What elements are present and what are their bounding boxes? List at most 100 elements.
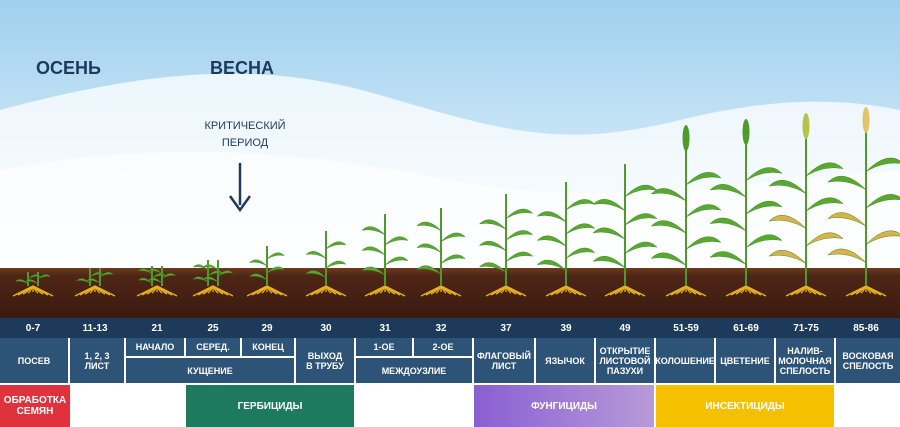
leaf (536, 235, 567, 247)
stage-box: 2-ОЕ (414, 338, 472, 356)
stage-code: 11-13 (82, 322, 108, 334)
leaf (249, 273, 268, 281)
stage-box: ОТКРЫТИЕ ЛИСТОВОЙ ПАЗУХИ (596, 338, 654, 383)
stage-box: СЕРЕД. (186, 338, 240, 356)
leaf (624, 213, 658, 226)
leaf (249, 259, 268, 267)
stage-code: 85-86 (853, 322, 879, 334)
stage-code: 29 (261, 322, 273, 334)
leaf (565, 247, 596, 259)
stage-code: 71-75 (793, 322, 819, 334)
ear (682, 125, 690, 151)
leaf (192, 264, 209, 271)
leaf (325, 241, 347, 250)
root (384, 285, 406, 297)
leaf (147, 268, 163, 274)
leaf (709, 217, 747, 232)
stage-box: КУЩЕНИЕ (126, 358, 294, 383)
leaf (745, 234, 783, 248)
root (440, 285, 462, 297)
leaf (827, 175, 867, 191)
leaf (361, 266, 386, 276)
leaf (202, 276, 219, 283)
leaf (624, 241, 658, 254)
treatment-box: ОБРАБОТКА СЕМЯН (0, 385, 70, 427)
stage-box: НАЛИВ- МОЛОЧНАЯ СПЕЛОСТЬ (776, 338, 834, 383)
stage-box: ЯЗЫЧОК (536, 338, 594, 383)
leaf (137, 277, 153, 284)
stage-box: КОНЕЦ (242, 338, 294, 356)
leaf (361, 226, 386, 236)
root (212, 285, 234, 297)
stage-code: 21 (151, 322, 163, 334)
stage-box: 1, 2, 3 ЛИСТ (70, 338, 124, 383)
leaf (650, 188, 687, 202)
stage-code: 25 (207, 322, 219, 334)
leaf (202, 264, 219, 271)
leaf (37, 274, 52, 280)
root (565, 285, 587, 297)
leaf (161, 273, 177, 279)
leaf (745, 200, 783, 215)
leaf (478, 262, 507, 273)
leaf (24, 279, 39, 285)
root (156, 285, 178, 297)
root (685, 285, 707, 297)
leaf (416, 265, 442, 275)
leaf (768, 214, 807, 229)
leaf (565, 223, 596, 235)
leaf (685, 172, 722, 186)
stage-code: 31 (379, 322, 391, 334)
treatment-box: ИНСЕКТИЦИДЫ (656, 385, 834, 427)
stage-box: КОЛОШЕНИЕ (655, 338, 715, 383)
leaf (478, 240, 507, 251)
leaf (709, 184, 747, 198)
critical-period-label: КРИТИЧЕСКИЙ ПЕРИОД (204, 120, 286, 149)
stage-box: ВЫХОД В ТРУБУ (296, 338, 354, 383)
leaf (147, 277, 163, 284)
stage-box: ВОСКОВАЯ СПЕЛОСТЬ (836, 338, 900, 383)
stage-code: 39 (560, 322, 572, 334)
stage-box: ФЛАГОВЫЙ ЛИСТ (474, 338, 534, 383)
stage-code: 49 (619, 322, 631, 334)
leaf (14, 279, 29, 285)
leaf (827, 248, 867, 263)
leaf (592, 199, 626, 211)
root (94, 285, 116, 297)
root (325, 285, 347, 297)
leaf (266, 252, 285, 260)
stage-box: НАЧАЛО (126, 338, 184, 356)
leaf (827, 212, 867, 227)
ear (742, 119, 750, 145)
leaf (361, 246, 386, 256)
ear (862, 107, 870, 133)
leaf (440, 232, 466, 242)
leaf (416, 221, 442, 231)
root (805, 285, 827, 297)
leaf (685, 204, 722, 218)
leaf (85, 278, 101, 284)
stage-code: 51-59 (673, 322, 699, 334)
leaf (99, 271, 115, 278)
leaf (865, 230, 900, 245)
ear (802, 113, 810, 139)
code-row (0, 318, 900, 338)
leaf (536, 211, 567, 223)
leaf (478, 219, 507, 230)
stage-code: 30 (320, 322, 332, 334)
leaf (805, 232, 844, 247)
fungicide-band (474, 385, 654, 427)
root (505, 285, 527, 297)
leaf (745, 167, 783, 181)
stage-box: ПОСЕВ (0, 338, 68, 383)
leaf (192, 276, 209, 283)
leaf (325, 260, 347, 269)
leaf (266, 266, 285, 274)
treatment-box: ФУНГИЦИДЫ (531, 400, 597, 412)
leaf (536, 259, 567, 271)
leaf (805, 197, 844, 212)
stage-code: 0-7 (25, 322, 41, 334)
leaf (505, 208, 534, 219)
